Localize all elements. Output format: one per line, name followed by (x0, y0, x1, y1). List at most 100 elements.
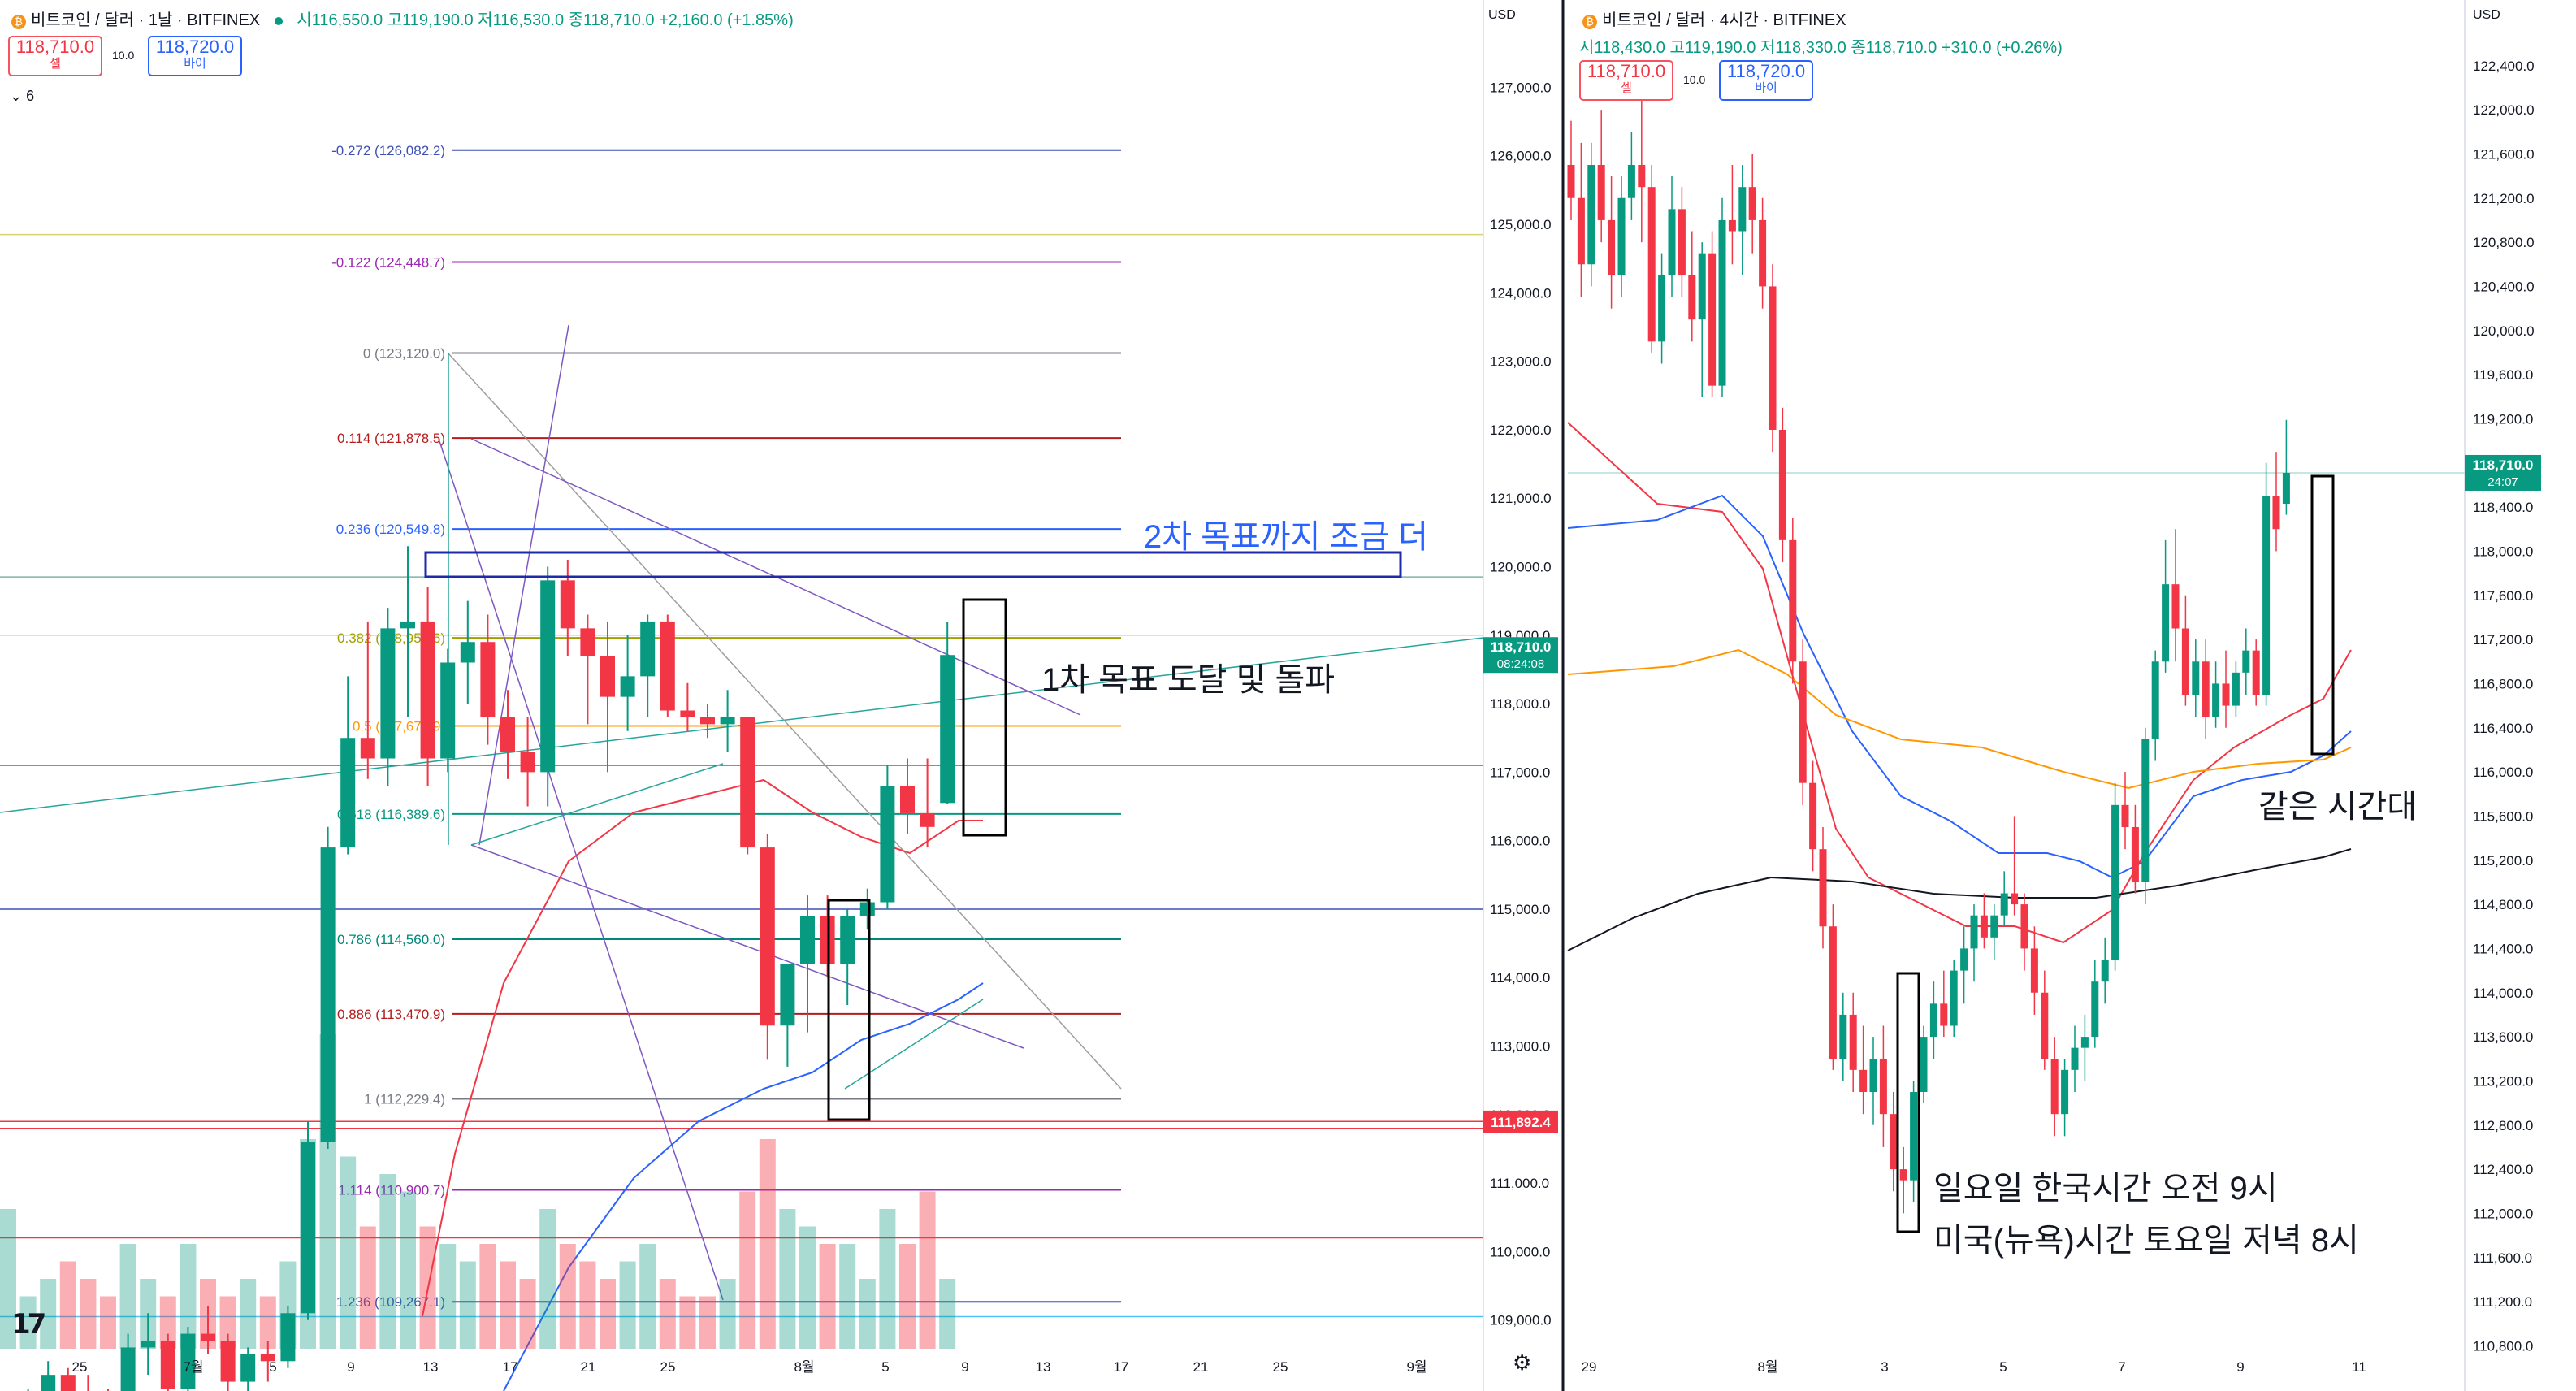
time-axis-label: 25 (1273, 1359, 1288, 1375)
time-axis-label: 21 (1193, 1359, 1209, 1375)
time-axis-label: 5 (269, 1359, 276, 1375)
price-axis-label: 120,000.0 (2473, 323, 2535, 339)
settings-gear-icon[interactable]: ⚙ (1513, 1350, 1532, 1375)
right-sell-button[interactable]: 118,710.0 셀 (1579, 60, 1673, 101)
price-axis-label: 116,400.0 (2473, 721, 2533, 736)
volume-bar (859, 1279, 876, 1349)
candle-body (2252, 650, 2260, 695)
trend-line (470, 763, 724, 846)
candle-body (480, 642, 496, 717)
time-axis-label: 17 (1114, 1359, 1129, 1375)
volume-bar (779, 1209, 796, 1349)
candle-body (2061, 1069, 2069, 1115)
volume-bar (479, 1244, 496, 1349)
candle-body (1708, 253, 1717, 386)
candle-body (800, 916, 815, 964)
volume-bar (219, 1296, 236, 1349)
candle-body (301, 1142, 315, 1314)
volume-bar (939, 1279, 956, 1349)
annotation-first-target: 1차 목표 도달 및 돌파 (1041, 662, 1336, 698)
volume-bar (659, 1279, 676, 1349)
candle-body (2020, 904, 2028, 949)
volume-bar (459, 1261, 476, 1349)
candle-body (2091, 982, 2099, 1038)
candle-body (2000, 893, 2008, 916)
candle-body (900, 786, 915, 813)
highlight-box (2310, 474, 2335, 756)
volume-bar (819, 1244, 836, 1349)
candle-body (1990, 915, 1998, 938)
price-axis-label: 113,200.0 (2473, 1073, 2533, 1089)
volume-bar (119, 1244, 136, 1349)
candle-body (1718, 219, 1726, 386)
candle-body (1608, 219, 1616, 275)
left-sell-button[interactable]: 118,710.0 셀 (8, 36, 102, 76)
volume-bar (259, 1296, 276, 1349)
time-axis-label: 13 (1036, 1359, 1051, 1375)
volume-bar (639, 1244, 656, 1349)
volume-bar (0, 1209, 16, 1349)
time-axis-label: 3 (1881, 1359, 1888, 1375)
candle-body (2272, 496, 2280, 530)
red-price-tag (1483, 1110, 1558, 1133)
fib-level-label: 0.114 (121,878.5) (337, 431, 445, 446)
candle-body (1658, 275, 1666, 342)
candle-body (2121, 804, 2129, 827)
price-axis-label: 114,800.0 (2473, 897, 2533, 912)
price-axis-label: 115,600.0 (2473, 808, 2533, 824)
left-buy-button[interactable]: 118,720.0 바이 (148, 36, 242, 76)
candle-body (60, 1375, 76, 1391)
right-title[interactable]: 비트코인 / 달러 · 4시간 · BITFINEX (1602, 11, 1846, 29)
right-currency[interactable]: USD (2473, 8, 2500, 22)
volume-bar (100, 1296, 116, 1349)
candle-body (1899, 1169, 1907, 1181)
candle-body (1970, 915, 1978, 949)
candle-body (2111, 804, 2119, 960)
fib-level-label: 1.236 (109,267.1) (336, 1294, 445, 1310)
left-currency[interactable]: USD (1488, 8, 1516, 22)
time-axis-label: 25 (660, 1359, 676, 1375)
right-buy-button[interactable]: 118,720.0 바이 (1719, 60, 1813, 101)
candle-body (1929, 1003, 1937, 1038)
candle-body (1567, 165, 1575, 198)
price-axis-label: 118,400.0 (2473, 500, 2533, 515)
volume-bar (80, 1279, 97, 1349)
candle-body (1920, 1037, 1928, 1092)
candle-body (1638, 165, 1646, 188)
candle-body (2050, 1059, 2059, 1115)
candle-body (1980, 915, 1988, 938)
candle-body (1849, 1014, 1857, 1070)
time-axis-label: 5 (881, 1359, 889, 1375)
candle-body (1950, 970, 1958, 1026)
volume-bar (739, 1191, 756, 1349)
volume-bar (519, 1279, 536, 1349)
left-title[interactable]: 비트코인 / 달러 · 1날 · BITFINEX (31, 11, 261, 29)
price-axis-label: 116,000.0 (1490, 834, 1550, 849)
candle-body (940, 655, 955, 804)
candle-body (740, 717, 755, 848)
right-header: ₿ 비트코인 / 달러 · 4시간 · BITFINEX (1582, 6, 1846, 30)
candle-body (340, 738, 356, 848)
price-axis-label: 112,000.0 (2473, 1206, 2533, 1221)
price-axis-label: 118,000.0 (1490, 696, 1550, 712)
fib-level-label: 0.618 (116,389.6) (337, 807, 445, 822)
indicator-toggle[interactable]: ⌄ 6 (10, 88, 34, 105)
right-spread: 10.0 (1683, 73, 1706, 86)
candle-body (2192, 661, 2200, 695)
candle-body (360, 738, 375, 759)
left-header: ₿ 비트코인 / 달러 · 1날 · BITFINEX 시116,550.0 고1… (11, 6, 794, 30)
candle-body (1960, 948, 1968, 971)
volume-bar (340, 1156, 357, 1349)
candle-body (2011, 893, 2019, 905)
price-axis-label: 114,400.0 (2473, 941, 2533, 956)
tradingview-logo[interactable]: 17 (11, 1308, 46, 1341)
trend-line (438, 438, 724, 1301)
candle-body (1940, 1003, 1948, 1026)
volume-bar (679, 1296, 696, 1349)
price-axis-label: 113,000.0 (1490, 1039, 1550, 1055)
candle-body (1839, 1014, 1847, 1060)
candle-body (760, 847, 775, 1026)
price-axis-label: 111,000.0 (1490, 1176, 1549, 1191)
candle-body (141, 1341, 156, 1348)
candle-body (201, 1333, 215, 1341)
